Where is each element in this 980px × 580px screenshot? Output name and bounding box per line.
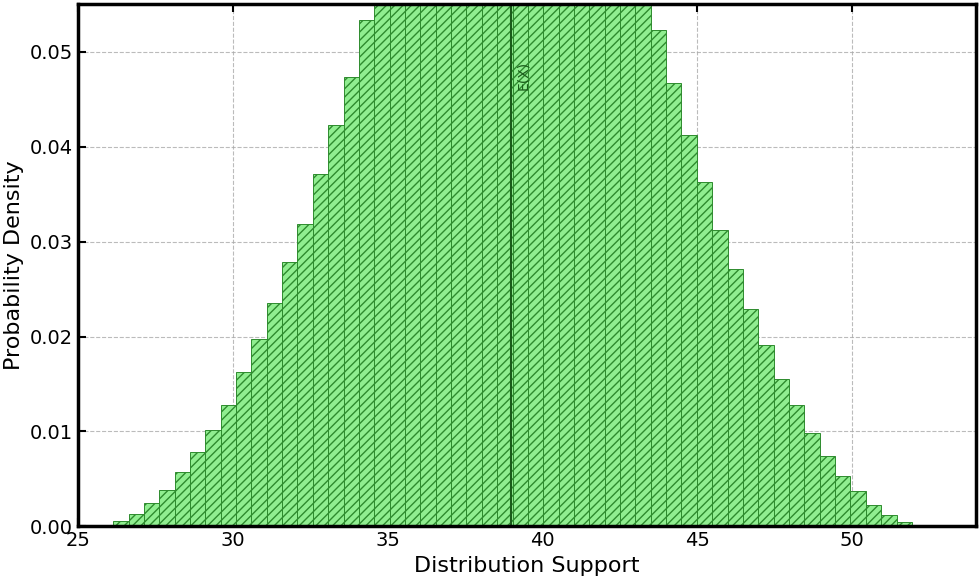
Bar <box>298 223 313 527</box>
Bar <box>651 30 666 527</box>
Bar <box>436 0 451 527</box>
Bar <box>236 372 252 527</box>
Bar <box>497 0 513 527</box>
Bar <box>620 0 635 527</box>
Bar <box>865 505 881 527</box>
Bar <box>513 0 528 527</box>
Bar <box>712 230 727 527</box>
Bar <box>190 452 206 527</box>
Bar <box>819 456 835 527</box>
Bar <box>543 0 559 527</box>
Bar <box>897 522 911 527</box>
Bar <box>159 490 174 527</box>
Bar <box>805 433 819 527</box>
Bar <box>267 303 282 527</box>
Bar <box>835 476 851 527</box>
Bar <box>727 269 743 527</box>
Bar <box>313 175 328 527</box>
Bar <box>605 0 620 527</box>
Bar <box>881 515 897 527</box>
Bar <box>911 525 927 527</box>
Bar <box>773 379 789 527</box>
Bar <box>743 309 759 527</box>
Bar <box>559 0 574 527</box>
Bar <box>144 503 159 527</box>
Bar <box>851 491 865 527</box>
Bar <box>282 262 298 527</box>
Bar <box>451 0 466 527</box>
X-axis label: Distribution Support: Distribution Support <box>415 556 640 576</box>
Bar <box>128 514 144 527</box>
Bar <box>98 525 113 527</box>
Bar <box>344 77 359 527</box>
Bar <box>328 125 344 527</box>
Bar <box>206 430 220 527</box>
Bar <box>681 135 697 527</box>
Bar <box>252 339 267 527</box>
Bar <box>359 20 374 527</box>
Bar <box>220 404 236 527</box>
Bar <box>374 0 390 527</box>
Bar <box>589 0 605 527</box>
Bar <box>405 0 420 527</box>
Bar <box>759 345 773 527</box>
Y-axis label: Probability Density: Probability Density <box>4 161 24 370</box>
Bar <box>635 0 651 527</box>
Bar <box>174 473 190 527</box>
Bar <box>789 404 805 527</box>
Bar <box>390 0 405 527</box>
Bar <box>113 521 128 527</box>
Bar <box>666 83 681 527</box>
Bar <box>466 0 482 527</box>
Bar <box>482 0 497 527</box>
Bar <box>697 182 712 527</box>
Bar <box>420 0 436 527</box>
Text: E(X): E(X) <box>516 61 530 90</box>
Bar <box>574 0 589 527</box>
Bar <box>528 0 543 527</box>
